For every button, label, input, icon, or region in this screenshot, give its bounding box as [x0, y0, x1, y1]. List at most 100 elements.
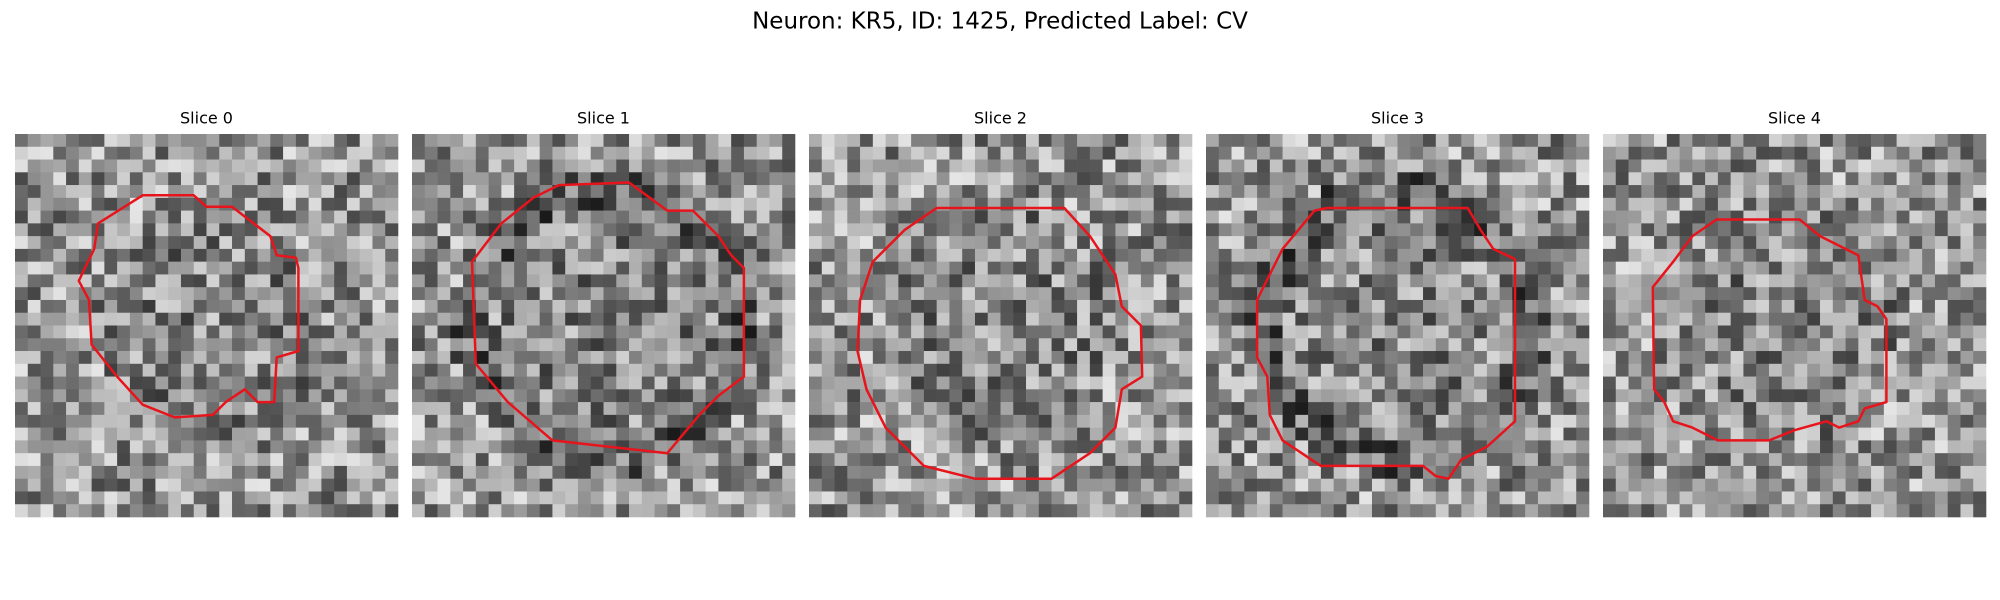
pixel [66, 376, 80, 390]
pixel [705, 465, 719, 479]
pixel [1705, 453, 1719, 467]
pixel [1013, 504, 1027, 518]
pixel [911, 338, 925, 352]
pixel [1654, 376, 1668, 390]
pixel [1371, 453, 1386, 467]
pixel [1743, 465, 1757, 479]
pixel [1206, 351, 1220, 365]
pixel [1179, 312, 1193, 326]
pixel [1435, 146, 1449, 160]
pixel [1858, 197, 1872, 211]
pixel [1423, 402, 1437, 416]
pixel [731, 440, 745, 454]
pixel [782, 210, 796, 224]
pixel [1026, 465, 1040, 479]
pixel [936, 363, 950, 377]
pixel [308, 210, 322, 224]
pixel [1563, 261, 1577, 275]
pixel [283, 159, 297, 173]
pixel [206, 351, 220, 365]
pixel [1244, 376, 1258, 390]
pixel [1820, 440, 1834, 454]
pixel [346, 210, 360, 224]
pixel [359, 134, 373, 148]
pixel [641, 299, 655, 314]
pixel [1654, 402, 1668, 416]
pixel [1026, 491, 1040, 505]
pixel [911, 465, 925, 479]
pixel [1537, 134, 1551, 148]
pixel [1333, 223, 1347, 237]
pixel [1257, 146, 1271, 160]
pixel [1909, 287, 1923, 301]
pixel [987, 338, 1001, 352]
pixel [1832, 159, 1846, 173]
pixel [731, 210, 745, 224]
pixel [1089, 414, 1103, 428]
pixel [667, 465, 681, 479]
pixel [962, 236, 976, 250]
pixel [809, 427, 823, 441]
pixel [1576, 338, 1590, 352]
pixel [1858, 223, 1872, 237]
pixel [501, 261, 515, 275]
pixel [1947, 465, 1961, 479]
pixel [936, 491, 950, 505]
pixel [1013, 376, 1027, 390]
pixel [1128, 185, 1142, 199]
pixel [1525, 172, 1539, 186]
pixel [437, 274, 451, 288]
pixel [334, 465, 348, 479]
pixel [962, 325, 976, 339]
pixel [1231, 287, 1245, 301]
pixel [346, 427, 360, 441]
pixel [860, 389, 874, 403]
pixel [949, 261, 963, 275]
pixel [1512, 223, 1526, 237]
pixel [1231, 210, 1245, 224]
pixel [1717, 376, 1731, 390]
pixel [1346, 210, 1360, 224]
pixel [424, 465, 438, 479]
pixel [53, 325, 67, 339]
pixel [1410, 478, 1424, 492]
pixel [1115, 172, 1129, 186]
pixel [1883, 453, 1897, 467]
pixel [1026, 402, 1040, 416]
pixel [552, 197, 566, 211]
pixel [244, 172, 258, 186]
pixel [1384, 172, 1398, 186]
pixel [1883, 146, 1897, 160]
pixel [1781, 351, 1795, 365]
pixel [1628, 197, 1642, 211]
pixel [206, 363, 220, 377]
pixel [1423, 504, 1437, 518]
pixel [809, 440, 823, 454]
pixel [1461, 134, 1475, 148]
pixel [385, 414, 399, 428]
pixel [821, 134, 835, 148]
pixel [219, 274, 233, 288]
pixel [193, 223, 207, 237]
pixel [206, 172, 220, 186]
pixel [872, 312, 886, 326]
pixel [1359, 261, 1373, 275]
pixel [1525, 402, 1539, 416]
pixel [1257, 465, 1271, 479]
pixel [1486, 172, 1500, 186]
pixel [1845, 223, 1859, 237]
pixel [1615, 414, 1629, 428]
pixel [1115, 223, 1129, 237]
pixel [66, 299, 80, 314]
pixel [1153, 159, 1167, 173]
pixel [1692, 465, 1706, 479]
pixel [641, 172, 655, 186]
pixel [155, 172, 169, 186]
pixel [872, 504, 886, 518]
pixel [936, 440, 950, 454]
pixel [1615, 287, 1629, 301]
pixel [385, 159, 399, 173]
pixel [1474, 299, 1488, 314]
pixel [539, 236, 553, 250]
pixel [168, 172, 182, 186]
